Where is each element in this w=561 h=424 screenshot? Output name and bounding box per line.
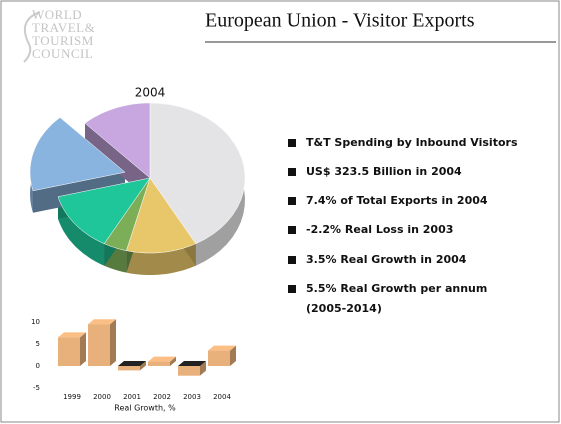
x-tick-label: 2003 — [183, 393, 201, 401]
pie-side — [126, 243, 196, 275]
bullet-text: (2005-2014) — [306, 302, 382, 315]
x-axis-label: Real Growth, % — [114, 404, 176, 413]
y-tick-label: 0 — [36, 362, 40, 370]
x-tick-label: 2001 — [123, 393, 141, 401]
x-tick-label: 2002 — [153, 393, 171, 401]
logo-text: TRAVEL& — [32, 20, 95, 35]
bar-top — [118, 361, 146, 366]
bullet-square — [288, 168, 296, 176]
pie-slice — [84, 102, 151, 179]
bar — [88, 324, 110, 366]
bar-top — [178, 361, 206, 366]
bullet-square — [288, 285, 296, 293]
y-tick-label: 10 — [31, 318, 40, 326]
pie-side-wall — [85, 103, 150, 200]
bar-top — [148, 356, 176, 362]
logo-text: TOURISM — [32, 33, 94, 48]
x-tick-label: 1999 — [63, 393, 81, 401]
bullet-text: T&T Spending by Inbound Visitors — [306, 136, 518, 149]
bar-side — [140, 361, 146, 371]
bar-top — [208, 345, 236, 351]
pie-slice — [103, 177, 151, 251]
bullet-square — [288, 226, 296, 234]
bar-top — [58, 332, 86, 338]
bullet-square — [288, 256, 296, 264]
pie-slice — [57, 177, 151, 245]
bar-top — [88, 319, 116, 325]
bullet-square — [288, 139, 296, 147]
bullet-text: US$ 323.5 Billion in 2004 — [306, 165, 462, 178]
bullet-text: 3.5% Real Growth in 2004 — [306, 253, 467, 266]
bar — [208, 350, 230, 366]
y-tick-label: -5 — [33, 384, 40, 392]
pie-title: 2004 — [135, 86, 166, 100]
bar-side — [200, 361, 206, 376]
bar — [118, 366, 140, 371]
pie-slice — [29, 117, 126, 192]
bar-side — [110, 319, 116, 366]
bar — [148, 361, 170, 366]
bullet-text: -2.2% Real Loss in 2003 — [306, 223, 453, 236]
bullet-text: 5.5% Real Growth per annum — [306, 282, 487, 295]
x-tick-label: 2004 — [213, 393, 231, 401]
pie-slice — [149, 102, 246, 245]
bar — [58, 337, 80, 366]
bar-side — [170, 356, 176, 366]
bar-side — [80, 332, 86, 366]
pie-slice — [126, 177, 197, 254]
logo-text: WORLD — [32, 7, 82, 22]
bullet-square — [288, 197, 296, 205]
bar — [178, 366, 200, 376]
x-tick-label: 2000 — [93, 393, 111, 401]
pie-side — [58, 196, 105, 266]
slide-title: European Union - Visitor Exports — [205, 10, 475, 32]
y-tick-label: 5 — [36, 340, 40, 348]
bullet-text: 7.4% of Total Exports in 2004 — [306, 194, 488, 207]
logo-mark — [23, 11, 41, 63]
bar-side — [230, 345, 236, 366]
logo-text: COUNCIL — [32, 46, 93, 61]
